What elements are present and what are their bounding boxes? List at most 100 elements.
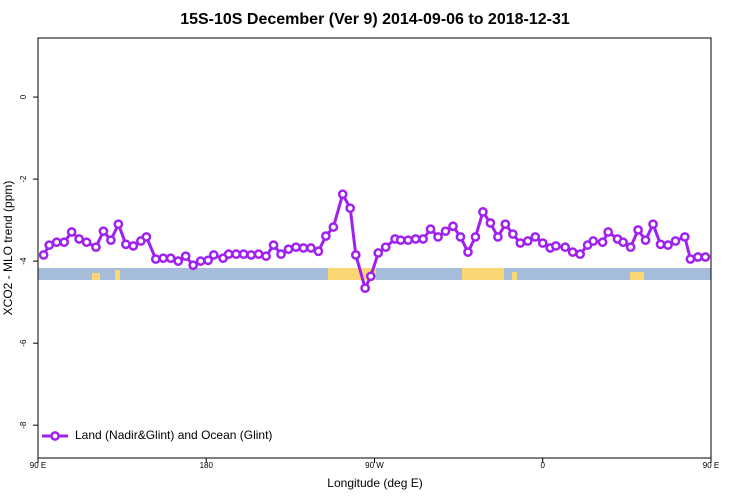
point <box>321 231 331 241</box>
y-tick-label: -6 <box>19 339 28 347</box>
x-axis-label: Longitude (deg E) <box>327 476 422 490</box>
point <box>380 242 391 253</box>
x-tick-label: 90 W <box>365 461 384 470</box>
point <box>700 252 711 262</box>
point <box>141 232 152 242</box>
point <box>223 249 234 260</box>
x-tick-label: 0 <box>541 461 546 470</box>
y-tick-label: -8 <box>19 421 28 429</box>
chart-title: 15S-10S December (Ver 9) 2014-09-06 to 2… <box>180 11 570 28</box>
legend-marker <box>50 431 60 441</box>
point <box>66 227 77 237</box>
point <box>238 249 249 260</box>
y-tick-label: -2 <box>19 175 28 183</box>
point <box>507 229 518 239</box>
point <box>203 255 213 266</box>
point <box>51 237 62 248</box>
point <box>685 254 696 264</box>
point <box>588 236 599 246</box>
point <box>173 256 184 266</box>
point <box>91 242 101 253</box>
point <box>410 234 421 244</box>
point <box>679 232 690 242</box>
point <box>313 246 324 257</box>
point <box>350 250 361 260</box>
point <box>188 260 199 271</box>
x-tick-label: 180 <box>200 461 214 470</box>
point <box>640 235 651 246</box>
point <box>625 242 636 253</box>
point <box>113 219 124 230</box>
point <box>253 249 264 260</box>
point <box>403 235 413 246</box>
point <box>306 243 316 253</box>
point <box>567 247 578 257</box>
point <box>522 236 533 246</box>
point <box>128 241 139 251</box>
point <box>195 256 206 266</box>
y-axis-label: XCO2 - MLO trend (ppm) <box>1 181 15 316</box>
point <box>365 271 376 282</box>
point <box>121 239 131 250</box>
legend-label: Land (Nadir&Glint) and Ocean (Glint) <box>75 428 272 442</box>
point <box>418 234 428 244</box>
point <box>276 249 286 260</box>
point <box>537 238 548 248</box>
point <box>560 242 571 253</box>
point <box>530 232 541 242</box>
point <box>597 237 608 248</box>
point <box>373 248 384 258</box>
point <box>455 232 466 242</box>
y-tick-label: -4 <box>19 257 28 265</box>
point <box>291 242 301 253</box>
point <box>345 203 356 214</box>
point <box>633 225 643 235</box>
point <box>165 253 176 264</box>
point <box>59 237 70 248</box>
x-tick-label: 90 E <box>703 461 719 470</box>
point <box>180 251 191 262</box>
point <box>38 250 49 260</box>
point <box>663 240 673 250</box>
point <box>493 232 503 242</box>
point <box>360 283 371 294</box>
point <box>261 251 271 262</box>
point <box>158 253 169 264</box>
point <box>328 222 339 232</box>
point <box>81 237 92 248</box>
point <box>485 218 496 228</box>
point <box>150 254 161 264</box>
point <box>693 252 703 262</box>
point <box>283 244 294 255</box>
point <box>448 221 458 232</box>
point <box>98 226 109 237</box>
point <box>670 236 681 246</box>
point <box>603 227 614 237</box>
point <box>550 241 561 251</box>
point <box>268 240 279 250</box>
point <box>500 219 511 230</box>
plot-frame <box>37 37 712 459</box>
point <box>478 207 488 217</box>
point <box>648 219 658 230</box>
point <box>440 226 451 237</box>
point <box>231 249 242 260</box>
point <box>337 189 348 200</box>
point <box>655 239 666 250</box>
point <box>470 232 481 242</box>
x-tick-label: 90 E <box>30 461 46 470</box>
point <box>246 250 256 260</box>
point <box>298 243 309 253</box>
y-tick-label: 0 <box>19 94 28 99</box>
point <box>106 235 116 246</box>
point <box>208 250 219 260</box>
point <box>463 247 473 257</box>
point <box>395 235 406 246</box>
point <box>74 234 84 244</box>
point <box>575 249 585 260</box>
point <box>618 237 628 248</box>
point <box>44 240 55 250</box>
point <box>433 232 443 242</box>
point <box>425 224 436 234</box>
